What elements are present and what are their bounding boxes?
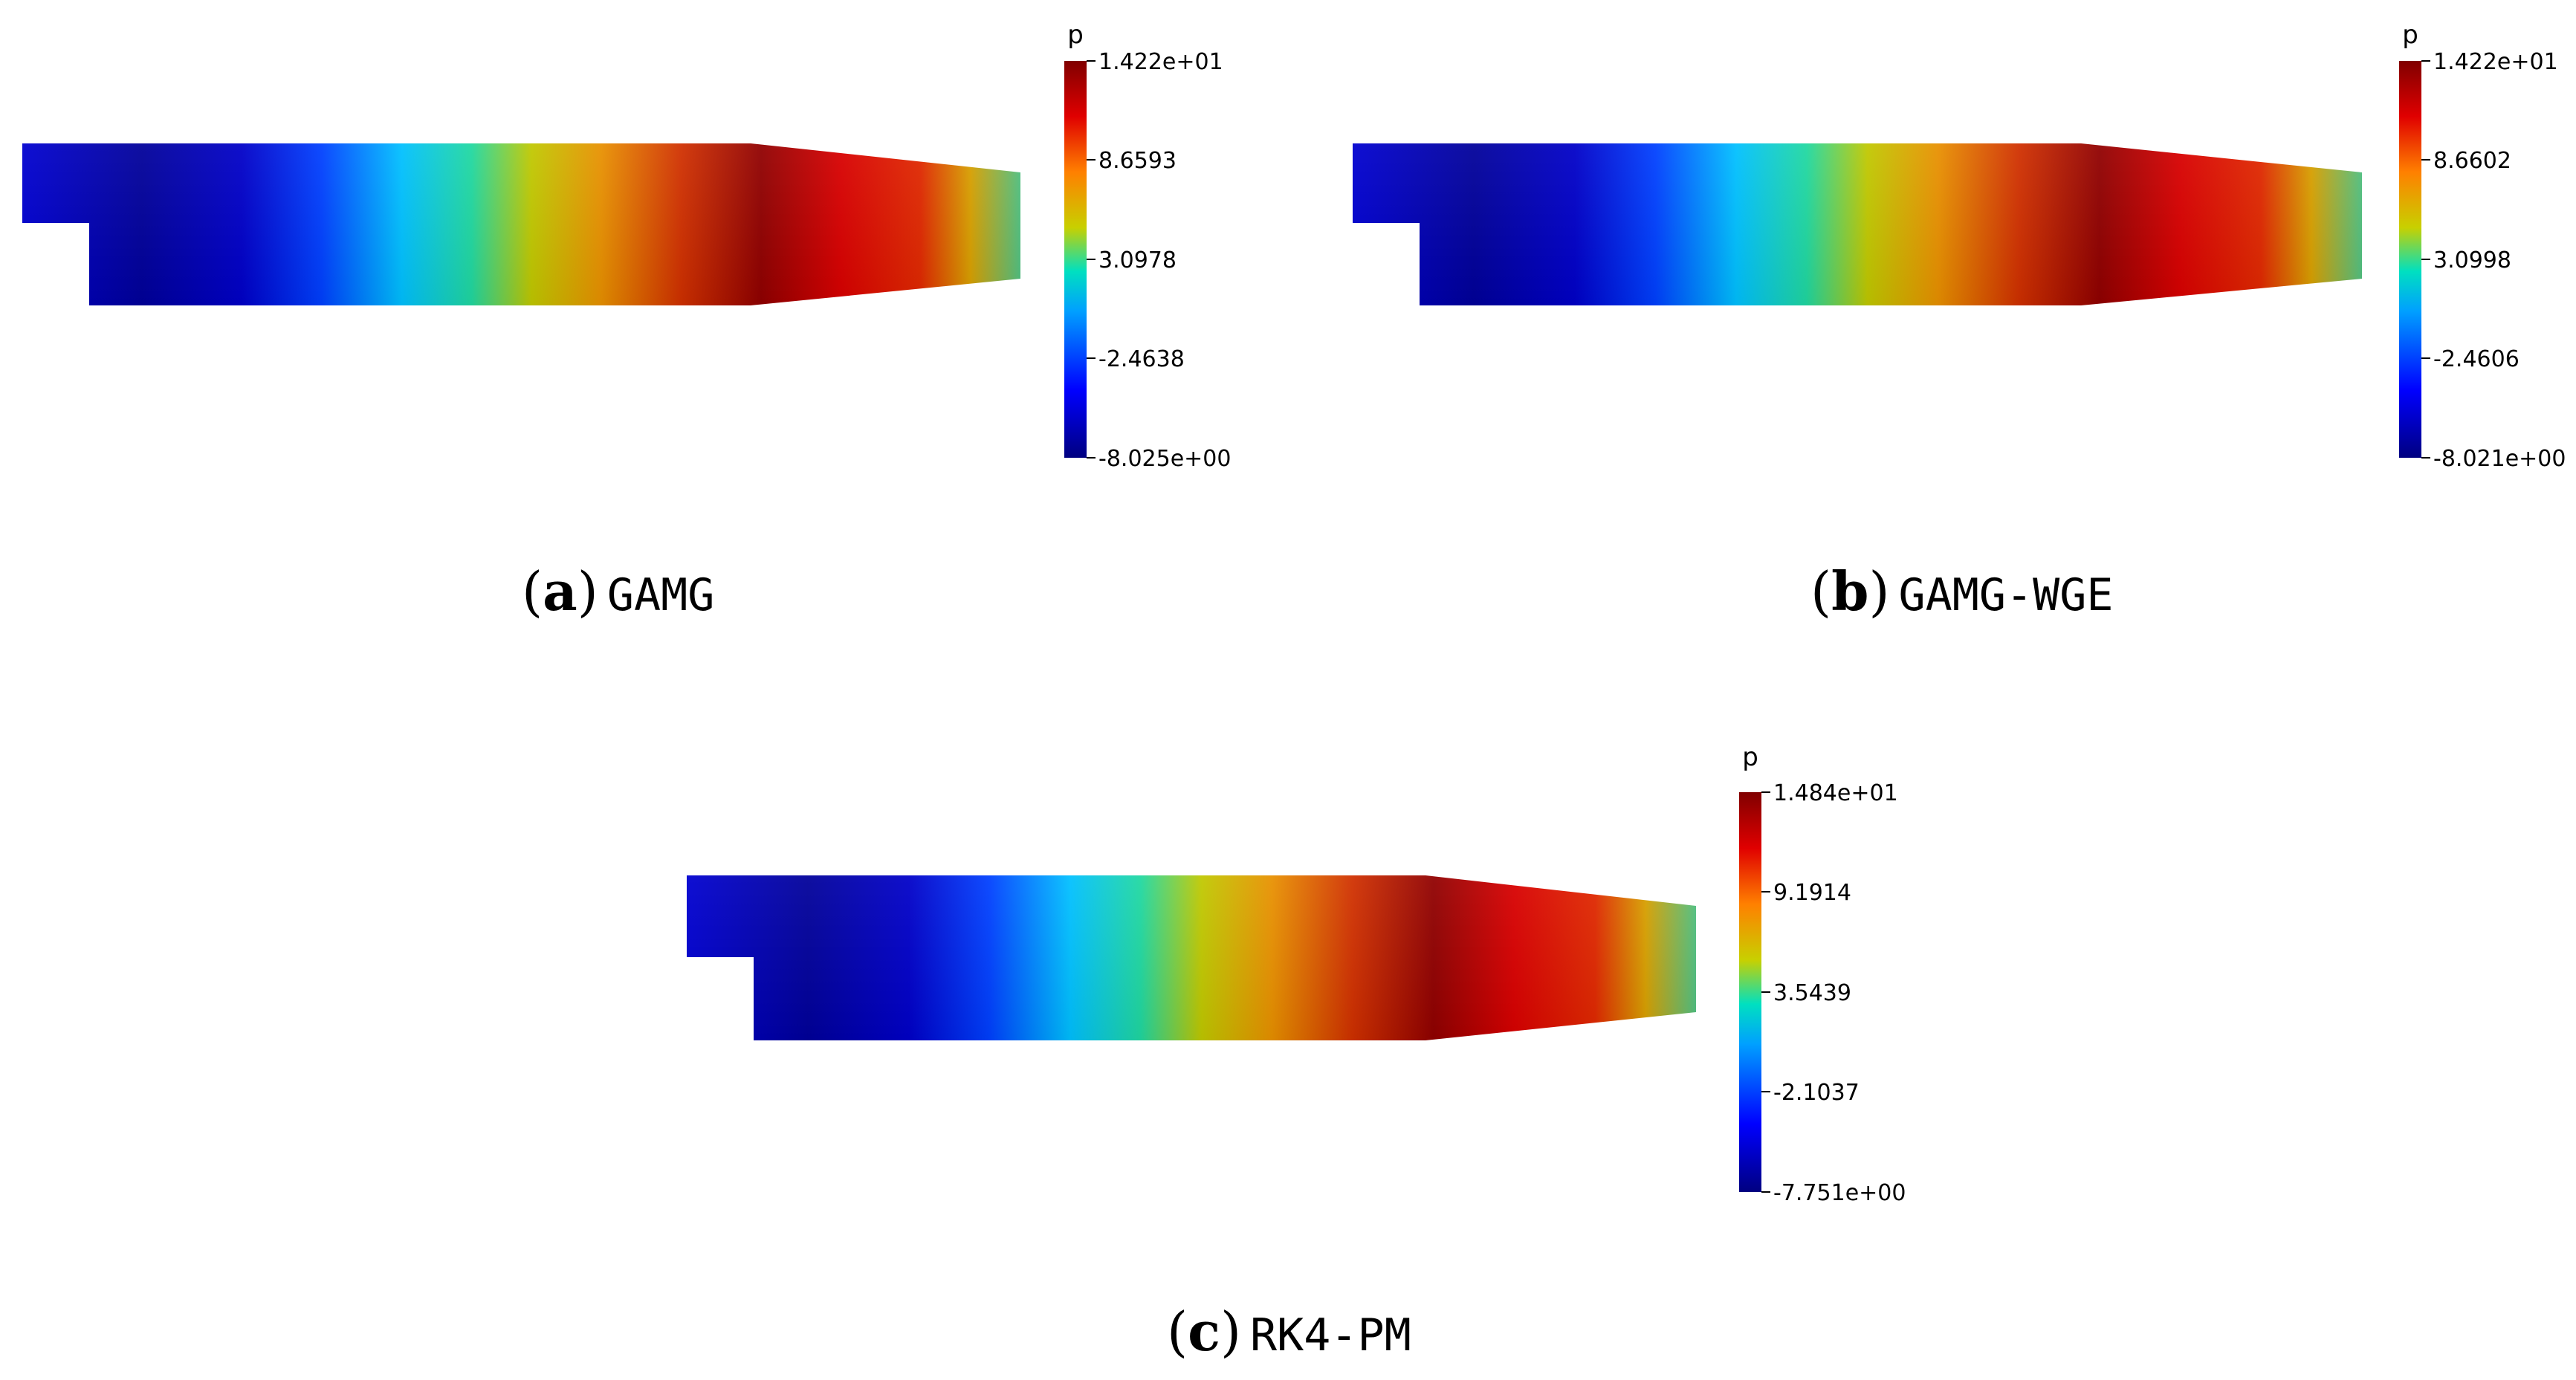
caption-b-letter: b (1831, 560, 1869, 623)
panel-b: p 1.422e+01 8.6602 3.0998 -2.4606 -8.021… (1353, 20, 2566, 472)
colorbar-c: p 1.484e+01 9.1914 3.5439 -2.1037 -7.751… (1739, 742, 1906, 1206)
colorbar-b-label-2: 8.6602 (2433, 148, 2511, 174)
colorbar-c-label-2: 9.1914 (1773, 880, 1851, 906)
colorbar-a-label-4: -2.4638 (1098, 346, 1185, 372)
colorbar-c-bar (1739, 792, 1761, 1192)
colorbar-a-label-3: 3.0978 (1098, 247, 1177, 273)
colorbar-b-title: p (2402, 20, 2418, 50)
pressure-field-c-shade (687, 875, 1696, 1040)
colorbar-c-label-min: -7.751e+00 (1773, 1180, 1906, 1206)
colorbar-b: p 1.422e+01 8.6602 3.0998 -2.4606 -8.021… (2399, 20, 2566, 472)
colorbar-b-label-max: 1.422e+01 (2433, 49, 2558, 75)
colorbar-b-ticks (2421, 60, 2430, 459)
colorbar-c-label-max: 1.484e+01 (1773, 780, 1898, 806)
pressure-field-a-shade (22, 143, 1020, 305)
colorbar-a-title: p (1067, 20, 1084, 50)
caption-c-method: RK4-PM (1250, 1309, 1411, 1361)
colorbar-c-ticks (1761, 791, 1770, 1193)
colorbar-c-title: p (1742, 742, 1758, 772)
colorbar-b-label-min: -8.021e+00 (2433, 446, 2566, 472)
panel-a: p 1.422e+01 8.6593 3.0978 -2.4638 -8.025… (22, 20, 1231, 472)
colorbar-c-label-4: -2.1037 (1773, 1080, 1860, 1106)
caption-a-letter: a (543, 560, 577, 623)
colorbar-b-label-4: -2.4606 (2433, 346, 2520, 372)
colorbar-a: p 1.422e+01 8.6593 3.0978 -2.4638 -8.025… (1064, 20, 1231, 472)
colorbar-a-label-min: -8.025e+00 (1098, 446, 1231, 472)
colorbar-a-bar (1064, 61, 1087, 458)
colorbar-a-label-2: 8.6593 (1098, 148, 1177, 174)
colorbar-c-label-3: 3.5439 (1773, 980, 1851, 1006)
colorbar-b-bar (2399, 61, 2421, 458)
pressure-field-b-shade (1353, 143, 2362, 305)
caption-c-letter: c (1188, 1300, 1220, 1363)
caption-b-method: GAMG-WGE (1898, 569, 2114, 621)
colorbar-a-label-max: 1.422e+01 (1098, 49, 1223, 75)
caption-c: (c) RK4-PM (1167, 1300, 1411, 1363)
caption-a: (a) GAMG (522, 560, 715, 623)
caption-b: (b) GAMG-WGE (1810, 560, 2114, 623)
panel-c: p 1.484e+01 9.1914 3.5439 -2.1037 -7.751… (687, 742, 1906, 1206)
colorbar-b-label-3: 3.0998 (2433, 247, 2511, 273)
colorbar-a-ticks (1087, 60, 1096, 459)
caption-a-method: GAMG (606, 569, 715, 621)
